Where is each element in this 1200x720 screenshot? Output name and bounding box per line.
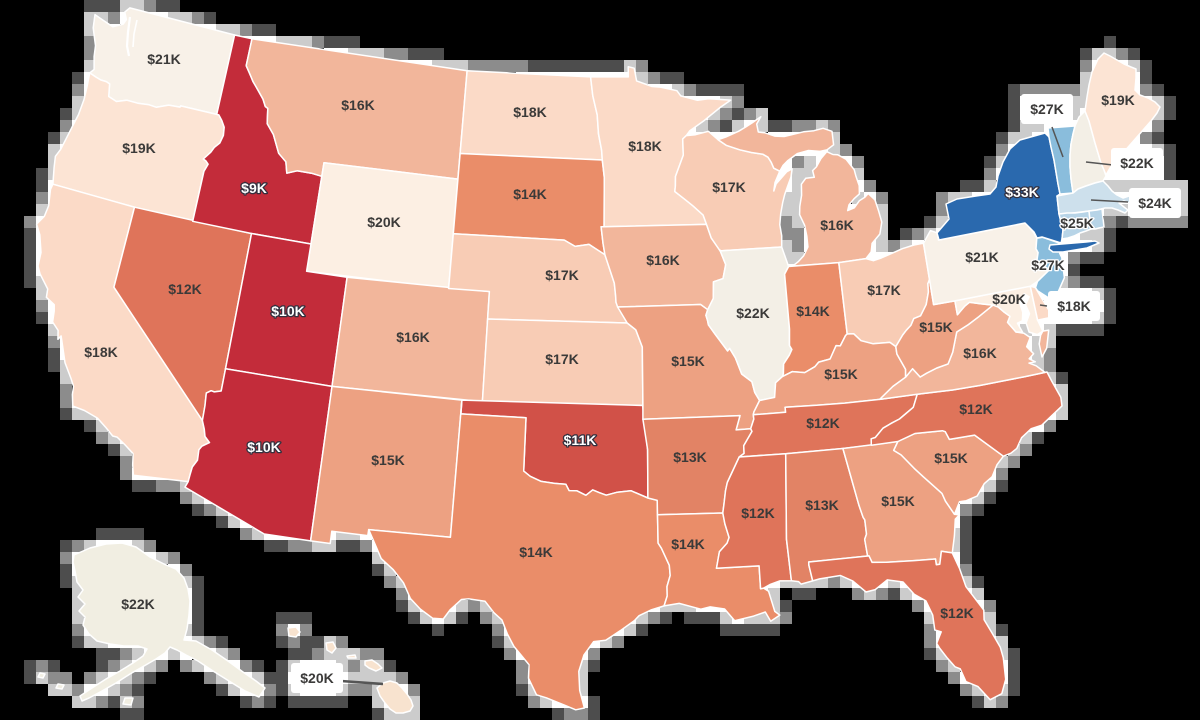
svg-text:$15K: $15K [824, 366, 857, 382]
svg-text:$17K: $17K [712, 179, 745, 195]
svg-text:$19K: $19K [122, 140, 155, 156]
svg-text:$17K: $17K [545, 267, 578, 283]
svg-text:$20K: $20K [367, 214, 400, 230]
svg-text:$15K: $15K [934, 450, 967, 466]
svg-text:$20K: $20K [992, 291, 1025, 307]
svg-text:$16K: $16K [820, 217, 853, 233]
svg-text:$15K: $15K [881, 493, 914, 509]
svg-text:$10K: $10K [271, 303, 304, 319]
svg-text:$12K: $12K [806, 415, 839, 431]
svg-text:$18K: $18K [628, 138, 661, 154]
svg-text:$12K: $12K [940, 605, 973, 621]
svg-text:$14K: $14K [796, 303, 829, 319]
svg-text:$16K: $16K [646, 252, 679, 268]
svg-text:$13K: $13K [805, 497, 838, 513]
svg-text:$15K: $15K [371, 452, 404, 468]
svg-text:$17K: $17K [867, 282, 900, 298]
svg-text:$22K: $22K [121, 596, 154, 612]
svg-text:$16K: $16K [963, 345, 996, 361]
svg-text:$12K: $12K [168, 281, 201, 297]
svg-text:$19K: $19K [1101, 92, 1134, 108]
svg-text:$16K: $16K [396, 329, 429, 345]
svg-text:$12K: $12K [741, 505, 774, 521]
svg-text:$25K: $25K [1060, 215, 1093, 231]
svg-text:$22K: $22K [736, 305, 769, 321]
svg-text:$24K: $24K [1138, 195, 1171, 211]
svg-text:$9K: $9K [241, 180, 267, 196]
svg-text:$33K: $33K [1005, 184, 1038, 200]
svg-text:$21K: $21K [147, 51, 180, 67]
svg-text:$21K: $21K [965, 249, 998, 265]
svg-text:$14K: $14K [513, 186, 546, 202]
svg-text:$16K: $16K [341, 97, 374, 113]
svg-text:$14K: $14K [671, 536, 704, 552]
svg-text:$18K: $18K [1057, 298, 1090, 314]
svg-text:$20K: $20K [300, 670, 333, 686]
svg-text:$13K: $13K [673, 449, 706, 465]
svg-text:$10K: $10K [247, 439, 280, 455]
svg-text:$22K: $22K [1120, 155, 1153, 171]
svg-text:$18K: $18K [513, 104, 546, 120]
svg-text:$15K: $15K [919, 319, 952, 335]
svg-text:$11K: $11K [564, 432, 597, 448]
svg-text:$27K: $27K [1031, 257, 1064, 273]
svg-text:$27K: $27K [1030, 101, 1063, 117]
svg-text:$17K: $17K [545, 351, 578, 367]
svg-text:$12K: $12K [959, 401, 992, 417]
svg-text:$18K: $18K [84, 344, 117, 360]
svg-text:$14K: $14K [519, 544, 552, 560]
svg-text:$15K: $15K [671, 353, 704, 369]
